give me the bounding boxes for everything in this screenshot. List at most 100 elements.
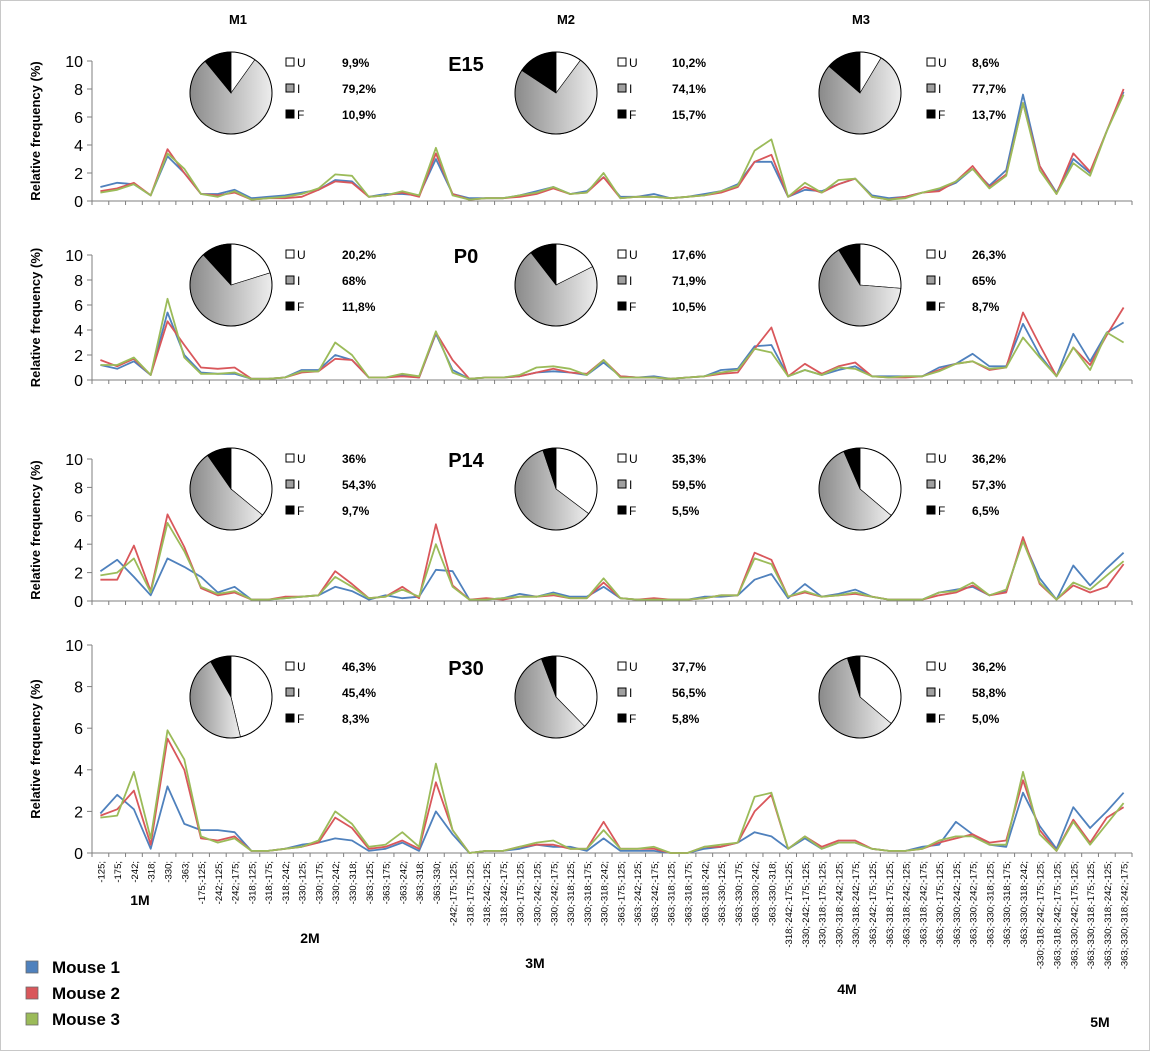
pie-chart: U 8,6% I 77,7% F 13,7% [818,51,1006,135]
pie-legend-value-F: 5,0% [972,712,1000,726]
pie-legend-value-F: 5,8% [672,712,700,726]
pie-legend-label-U: U [629,452,638,466]
x-tick-label: -318;-242;-175;-125; [784,861,795,948]
pie-legend-label-F: F [629,108,636,122]
y-tick-label: 10 [65,248,83,265]
pie-legend-value-U: 26,3% [972,248,1006,262]
x-tick-label: -363;-318;-175; [684,861,695,926]
pie-legend-swatch-I [926,687,936,697]
x-tick-label: -363;-330;-125; [717,861,728,926]
series-line-mouse-1 [99,785,1125,854]
pie-legend-value-F: 8,3% [342,712,370,726]
pie-legend-label-I: I [297,478,300,492]
pie-chart: U 26,3% I 65% F 8,7% [818,243,1006,327]
pie-legend-value-I: 45,4% [342,686,376,700]
series-line-mouse-2 [100,513,1125,601]
pie-legend-label-I: I [938,478,941,492]
x-tick-label: -330;-318;-242;-125; [835,861,846,948]
pie-legend-label-F: F [629,504,636,518]
x-tick-label: -330;-242;-175; [549,861,560,926]
x-tick-label: -330;-175; [315,861,326,904]
y-tick-label: 2 [74,566,83,583]
pie-legend-value-U: 10,2% [672,56,706,70]
pie-legend-label-F: F [938,300,945,314]
pie-chart: U 35,3% I 59,5% F 5,5% [514,447,706,531]
x-tick-label: -363;-318;-175;-125; [885,861,896,948]
x-tick-label: -363;-125; [365,861,376,904]
pie-chart: U 37,7% I 56,5% F 5,8% [514,655,706,739]
pie-outline [189,51,273,135]
pie-legend-label-F: F [629,712,636,726]
pie-legend-label-I: I [938,274,941,288]
y-tick-label: 0 [74,194,83,211]
x-tick-label: -242; [130,861,141,883]
y-tick-label: 4 [74,323,83,340]
pie-outline [514,51,598,135]
x-tick-label: -363;-330;-242;-175; [969,861,980,948]
series-line-mouse-3 [100,522,1125,601]
pie-legend-swatch-F [617,109,627,119]
pie-legend-value-I: 71,9% [672,274,706,288]
pie-legend-label-F: F [938,712,945,726]
pie-legend-value-F: 15,7% [672,108,706,122]
pie-legend-label-I: I [629,82,632,96]
panel-P30: Relative frequency (%) 0 2 4 6 8 10 P30 U 46,3% I 4… [28,638,1133,863]
pie-legend-value-I: 77,7% [972,82,1006,96]
y-tick-label: 8 [74,680,83,697]
pie-legend-label-U: U [938,452,947,466]
pie-legend-value-F: 8,7% [972,300,1000,314]
x-tick-label: -318;-242;-125; [482,861,493,926]
pie-chart: U 20,2% I 68% F 11,8% [189,243,376,327]
y-tick-label: 10 [65,452,83,469]
pie-legend-label-I: I [629,478,632,492]
y-tick-label: 10 [65,54,83,71]
legend-label: Mouse 3 [52,1010,120,1029]
pie-outline [514,447,598,531]
pie-legend-value-U: 8,6% [972,56,1000,70]
pie-legend-swatch-F [926,109,936,119]
x-tick-label: -363;-330;-242;-175;-125; [1069,861,1080,969]
x-tick-label: -363;-242;-125; [633,861,644,926]
pie-legend-swatch-U [285,661,295,671]
pie-legend-value-I: 59,5% [672,478,706,492]
x-tick-label: -330;-125; [298,861,309,904]
pie-legend-value-F: 10,9% [342,108,376,122]
pie-chart: U 10,2% I 74,1% F 15,7% [514,51,706,135]
x-tick-label: -363;-318;-242;-125; [902,861,913,948]
x-tick-label: -330;-318;-242;-175;-125; [1036,861,1047,969]
x-tick-label: -363;-330;-318;-125; [985,861,996,948]
pie-legend-swatch-U [617,453,627,463]
x-tick-label: -330;-242;-175;-125; [801,861,812,948]
group-label: 3M [525,955,544,971]
pie-outline [818,243,902,327]
x-tick-label: -363;-330;-242;-125; [952,861,963,948]
x-tick-label: -363;-330;-318;-242;-125; [1103,861,1114,969]
pie-legend-swatch-I [926,83,936,93]
pie-legend-label-U: U [629,248,638,262]
pie-legend-swatch-F [926,713,936,723]
x-tick-label: -363;-330;-318;-242; [1019,861,1030,948]
pie-legend-value-I: 58,8% [972,686,1006,700]
pie-legend-swatch-I [617,687,627,697]
x-tick-label: -363;-318;-125; [667,861,678,926]
pie-legend-label-U: U [297,56,306,70]
pie-legend-value-U: 36,2% [972,452,1006,466]
x-tick-label: -318;-175; [264,861,275,904]
x-tick-label: -330;-318;-175;-125; [818,861,829,948]
y-tick-label: 0 [74,594,83,611]
pie-legend-swatch-U [617,661,627,671]
pie-chart: U 36,2% I 57,3% F 6,5% [818,447,1006,531]
panel-E15: Relative frequency (%) 0 2 4 6 8 10 E15 U 9,9% I 79… [28,51,1133,211]
y-tick-label: 0 [74,846,83,863]
pie-chart: U 36% I 54,3% F 9,7% [189,447,376,531]
x-tick-label: -363;-175; [382,861,393,904]
x-tick-label: -363;-175;-125; [616,861,627,926]
column-header: M3 [852,12,870,27]
pie-legend-label-I: I [938,82,941,96]
pie-legend-value-I: 57,3% [972,478,1006,492]
x-tick-label: -242;-175;-125; [449,861,460,926]
pie-outline [818,51,902,135]
x-tick-label: -363;-318; [415,861,426,904]
pie-legend-swatch-U [285,249,295,259]
